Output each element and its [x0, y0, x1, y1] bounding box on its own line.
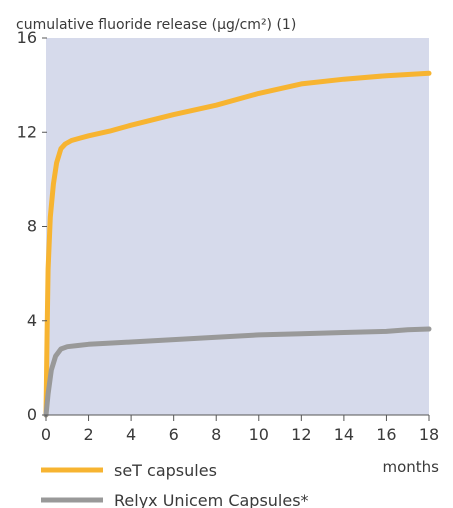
y-axis-title: cumulative fluoride release (µg/cm²) (1) [16, 17, 296, 33]
x-tick-label: 12 [291, 425, 311, 444]
y-tick-label: 16 [17, 28, 37, 47]
x-tick-label: 10 [249, 425, 269, 444]
y-tick-label: 0 [27, 405, 37, 424]
series-layer [43, 70, 432, 418]
x-tick-label: 6 [169, 425, 179, 444]
legend: seT capsules Relyx Unicem Capsules* [41, 461, 309, 508]
x-tick-label: 14 [334, 425, 354, 444]
x-tick-label: 2 [83, 425, 93, 444]
y-tick-label: 8 [27, 217, 37, 236]
x-tick-label: 16 [376, 425, 396, 444]
x-axis-unit-label: months [383, 458, 440, 476]
x-tick-label: 8 [211, 425, 221, 444]
legend-label-1: seT capsules [114, 461, 217, 480]
x-tick-label: 18 [419, 425, 439, 444]
series-line-1 [43, 70, 432, 418]
plot-area [46, 38, 429, 415]
x-tick-label: 4 [126, 425, 136, 444]
series-line-2 [43, 326, 432, 418]
legend-label-2: Relyx Unicem Capsules* [114, 491, 309, 508]
y-tick-label: 12 [17, 122, 37, 141]
axes: 0 2 4 6 8 10 12 14 16 18 0 4 8 12 16 [17, 28, 440, 444]
x-tick-label: 0 [41, 425, 51, 444]
y-tick-label: 4 [27, 311, 37, 330]
